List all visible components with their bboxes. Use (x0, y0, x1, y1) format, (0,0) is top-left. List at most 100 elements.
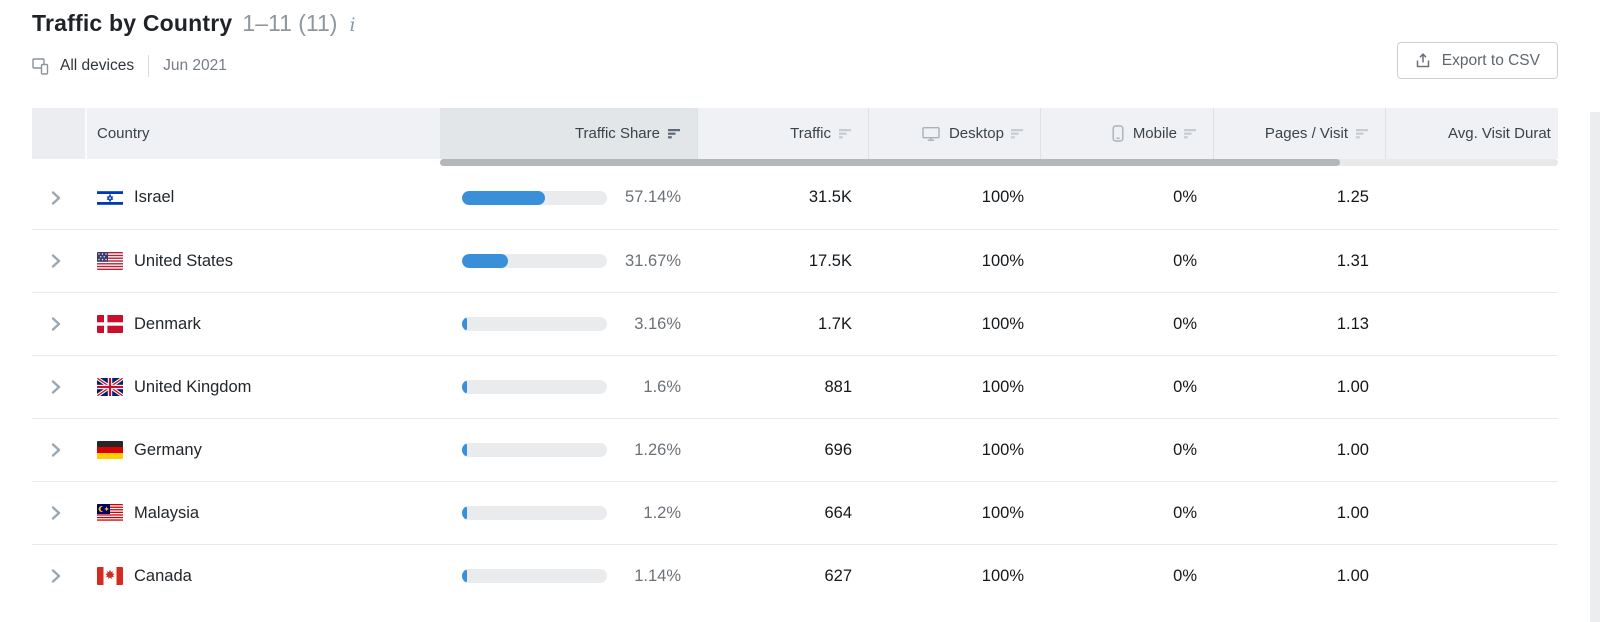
country-cell: Germany (85, 419, 440, 481)
traffic-share-bar-fill (462, 443, 467, 457)
device-filter[interactable]: All devices (32, 57, 134, 75)
sort-descending-icon (668, 128, 681, 139)
pages-per-visit-value: 1.00 (1336, 440, 1369, 459)
traffic-share-bar-fill (462, 380, 467, 394)
avg-visit-duration-value (1385, 230, 1558, 292)
desktop-value: 100% (981, 377, 1024, 396)
traffic-value: 664 (824, 503, 852, 522)
table-row: United States 31.67% 17.5K 100% 0% 1.31 (32, 229, 1558, 292)
expand-chevron-icon[interactable] (51, 379, 61, 395)
header-avg-visit-duration[interactable]: Avg. Visit Durat (1385, 108, 1558, 159)
country-flag-icon (97, 441, 123, 459)
expand-chevron-icon[interactable] (51, 442, 61, 458)
expand-chevron-icon[interactable] (51, 316, 61, 332)
traffic-share-cell: 3.16% (440, 293, 697, 355)
traffic-share-bar (462, 380, 607, 394)
country-flag-icon (97, 567, 123, 585)
traffic-share-value: 1.2% (643, 503, 681, 522)
country-flag-icon (97, 315, 123, 333)
country-flag-icon (97, 188, 123, 207)
traffic-share-value: 3.16% (634, 314, 681, 333)
header-pages-per-visit[interactable]: Pages / Visit (1213, 108, 1385, 159)
traffic-share-bar (462, 569, 607, 583)
device-filter-label: All devices (60, 57, 135, 74)
traffic-share-cell: 57.14% (440, 166, 697, 229)
traffic-share-cell: 31.67% (440, 230, 697, 292)
country-cell: United Kingdom (85, 356, 440, 418)
desktop-value: 100% (981, 251, 1024, 270)
traffic-share-cell: 1.2% (440, 482, 697, 544)
header-mobile[interactable]: Mobile (1040, 108, 1213, 159)
expand-chevron-icon[interactable] (51, 253, 61, 269)
horizontal-scrollbar (32, 159, 1558, 166)
country-name: United Kingdom (134, 377, 252, 396)
header-traffic-share-label: Traffic Share (574, 125, 660, 142)
table-row: Germany 1.26% 696 100% 0% 1.00 (32, 418, 1558, 481)
desktop-value: 100% (981, 314, 1024, 333)
expander-cell (32, 419, 85, 481)
desktop-value: 100% (981, 188, 1024, 206)
traffic-value: 881 (824, 377, 852, 396)
mobile-value: 0% (1173, 377, 1197, 396)
expander-cell (32, 166, 85, 229)
scrollbar-thumb[interactable] (440, 159, 1340, 166)
traffic-share-cell: 1.14% (440, 545, 697, 607)
mobile-value: 0% (1173, 440, 1197, 459)
header-traffic-share[interactable]: Traffic Share (440, 108, 697, 159)
expander-cell (32, 356, 85, 418)
traffic-share-bar-fill (462, 569, 467, 583)
expand-chevron-icon[interactable] (51, 190, 61, 206)
header-desktop-label: Desktop (948, 125, 1004, 142)
expander-cell (32, 230, 85, 292)
avg-visit-duration-value (1385, 419, 1558, 481)
country-cell: Canada (85, 545, 440, 607)
country-cell: Denmark (85, 293, 440, 355)
pages-per-visit-value: 1.13 (1336, 314, 1369, 333)
avg-visit-duration-value (1385, 356, 1558, 418)
traffic-share-bar-fill (462, 190, 545, 205)
traffic-share-bar-fill (462, 506, 467, 520)
traffic-share-bar (462, 317, 607, 331)
header-mobile-label: Mobile (1132, 125, 1177, 142)
export-to-csv-button[interactable]: Export to CSV (1396, 42, 1558, 79)
header-desktop[interactable]: Desktop (868, 108, 1040, 159)
desktop-value: 100% (981, 566, 1024, 585)
header-traffic[interactable]: Traffic (697, 108, 868, 159)
expand-chevron-icon[interactable] (51, 568, 61, 584)
filters-row: All devices Jun 2021 (32, 54, 1558, 78)
table-row: Denmark 3.16% 1.7K 100% 0% 1.13 (32, 292, 1558, 355)
all-devices-icon (32, 57, 49, 75)
pages-per-visit-value: 1.00 (1336, 503, 1369, 522)
widget-topbar: Traffic by Country 1–11 (11) i All devic… (0, 0, 1600, 79)
avg-visit-duration-value (1385, 545, 1558, 607)
mobile-value: 0% (1173, 503, 1197, 522)
desktop-icon (922, 126, 940, 142)
expand-chevron-icon[interactable] (51, 505, 61, 521)
country-name: Israel (134, 188, 175, 206)
expander-cell (32, 545, 85, 607)
toolbar-divider (148, 55, 150, 77)
sort-icon (1356, 128, 1369, 139)
expander-cell (32, 293, 85, 355)
country-name: United States (134, 251, 234, 270)
traffic-share-cell: 1.26% (440, 419, 697, 481)
traffic-share-value: 1.6% (643, 377, 681, 396)
table-body: Israel 57.14% 31.5K 100% 0% 1.25 United … (32, 166, 1558, 607)
mobile-value: 0% (1173, 566, 1197, 585)
info-icon[interactable]: i (349, 14, 356, 36)
header-country: Country (85, 108, 440, 159)
mobile-value: 0% (1173, 188, 1197, 206)
sort-icon (1011, 128, 1024, 139)
traffic-value: 627 (824, 566, 852, 585)
pages-per-visit-value: 1.25 (1336, 188, 1369, 206)
mobile-value: 0% (1173, 251, 1197, 270)
traffic-share-bar (462, 506, 607, 520)
traffic-value: 31.5K (808, 188, 852, 206)
country-cell: Israel (85, 166, 440, 229)
pages-per-visit-value: 1.31 (1336, 251, 1369, 270)
header-traffic-label: Traffic (790, 125, 831, 142)
country-flag-icon (97, 378, 123, 396)
traffic-table: Country Traffic Share Traffic (32, 108, 1558, 607)
traffic-share-value: 1.26% (634, 440, 681, 459)
table-row: Canada 1.14% 627 100% 0% 1.00 (32, 544, 1558, 607)
